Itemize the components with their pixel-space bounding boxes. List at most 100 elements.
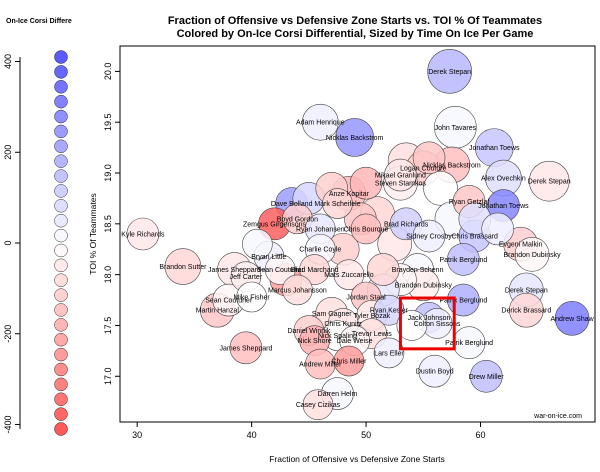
legend-swatch	[54, 139, 68, 153]
bubble-label: Patrik Berglund	[439, 257, 487, 264]
legend-swatch	[54, 333, 68, 347]
x-tick-label: 60	[476, 430, 486, 440]
bubble-label: Ryan Kesler	[370, 308, 409, 315]
legend-swatch	[54, 169, 68, 183]
legend-tick-label: 200	[3, 145, 13, 160]
bubble-label: Ryan Johansen	[296, 226, 345, 233]
bubble-label: Mats Zuccarello	[324, 272, 374, 279]
legend-swatch	[54, 184, 68, 198]
bubble	[447, 243, 480, 276]
bubble	[350, 213, 382, 245]
bubble	[229, 331, 263, 365]
bubble	[335, 118, 374, 157]
bubble-label: Brandon Sutter	[159, 264, 207, 271]
legend-swatch	[54, 228, 68, 243]
legend-swatch	[54, 377, 68, 392]
bubble-label: Brandon Dubinsky	[395, 282, 453, 289]
legend-swatch	[54, 258, 68, 273]
bubble-label: Brandon Dubinsky	[503, 252, 561, 259]
bubble-label: Nicklas Backstrom	[326, 135, 384, 142]
bubble-label: Adam Henrique	[296, 120, 345, 127]
legend-swatch	[54, 273, 68, 287]
bubble-label: Steven Stamkos	[375, 181, 426, 188]
y-tick-label: 18.5	[103, 215, 113, 233]
bubble	[236, 281, 267, 313]
bubble-label: Drew Miller	[469, 374, 505, 381]
bubble	[126, 217, 160, 251]
legend-swatch	[54, 213, 68, 228]
bubble-label: Derek Stepan	[528, 179, 571, 186]
bubble-label: Boyd Gordon	[277, 216, 318, 223]
bubble	[349, 166, 383, 200]
bubble-label: Derek Stepan	[505, 287, 548, 294]
bubble-label: Ryan Getzlaf	[449, 199, 490, 206]
bubble-label: James Sheppard	[208, 267, 261, 274]
x-tick-label: 40	[247, 430, 257, 440]
bubble	[514, 237, 550, 272]
bubble-label: Marcus Johansson	[268, 287, 327, 294]
bubble	[333, 259, 365, 290]
bubble-label: Nick Shore	[297, 338, 331, 345]
bubble-label: Martin Hanzal	[196, 308, 240, 315]
y-tick-label: 18.0	[103, 266, 113, 284]
legend-swatch	[54, 362, 68, 377]
legend-swatch	[54, 407, 68, 421]
bubble-label: Sidney Crosby	[406, 234, 452, 241]
bubble	[384, 158, 417, 192]
bubble-label: Daniel Winnik	[287, 328, 330, 335]
legend-swatch	[54, 243, 68, 258]
bubble-label: Sean Couturier	[257, 267, 305, 274]
bubble-label: Logan Couture	[400, 165, 446, 172]
bubble-labels: Derek Stepan Adam Henrique Nicklas Backstr…	[121, 69, 594, 409]
y-tick-label: 17.5	[103, 317, 113, 335]
bubble-label: Tyler Bozak	[354, 313, 391, 320]
bubble-label: Jack Johnson	[408, 315, 451, 322]
bubble-label: Sam Gagner	[312, 311, 352, 318]
bubble-label: Brad Richards	[384, 221, 429, 228]
bubble	[469, 359, 503, 393]
bubble-label: Derek Stepan	[428, 69, 471, 76]
bubble-label: Patrik Berglund	[439, 298, 487, 305]
bubble	[412, 219, 446, 253]
bubble-label: Derick Brassard	[501, 308, 551, 315]
bubble	[299, 254, 330, 285]
bubble	[264, 254, 296, 285]
bubble-label: Brad Marchand	[291, 267, 339, 274]
bubble-label: Anze Kopitar	[329, 191, 370, 198]
legend-swatch	[54, 65, 68, 79]
legend-tick-label: 400	[3, 54, 13, 69]
y-axis: 17.0 17.5 18.0 18.5 19.0 19.5 20.0	[103, 63, 120, 385]
highlight-box	[398, 296, 456, 351]
legend-swatch	[54, 303, 68, 317]
legend-swatch	[54, 124, 68, 139]
bubble	[333, 345, 365, 377]
bubble	[302, 389, 334, 421]
bubble-label: Chris Miller	[331, 359, 367, 366]
y-axis-label: TOI % Of Teammates	[88, 193, 98, 274]
y-tick-label: 20.0	[103, 63, 113, 81]
bubble	[282, 274, 313, 306]
bubble-label: John Tavares	[435, 125, 477, 132]
legend-swatch	[54, 50, 68, 64]
bubble-label: Jonathan Toews	[469, 145, 520, 152]
bubble-label: Charlie Coyle	[299, 247, 341, 254]
bubble	[481, 212, 515, 246]
chart-subtitle: Colored by On-Ice Corsi Differential, Si…	[177, 28, 534, 40]
legend-title: On-Ice Corsi Differe	[6, 18, 72, 25]
bubble-label: Colton Sissons	[414, 321, 461, 328]
bubble-label: Chris Bourque	[344, 226, 389, 233]
bubble-label: Dale Weise	[337, 338, 373, 345]
bubble-label: Darren Helm	[318, 391, 358, 398]
y-tick-label: 19.5	[103, 113, 113, 131]
legend-swatch	[54, 94, 68, 109]
bubble-label: Trevor Lewis	[352, 331, 392, 338]
bubble-label: Mark Scheifele	[314, 201, 360, 208]
bubble-label: Dustin Boyd	[416, 369, 454, 376]
x-tick-label: 50	[361, 430, 371, 440]
bubble	[322, 188, 353, 219]
bubble-label: Nick Spaling	[318, 333, 357, 340]
bubble	[554, 301, 590, 336]
bubble	[373, 294, 405, 326]
bubble-label: James Sheppard	[219, 345, 272, 352]
bubble-label: Zemgus Girgensons	[243, 221, 307, 228]
